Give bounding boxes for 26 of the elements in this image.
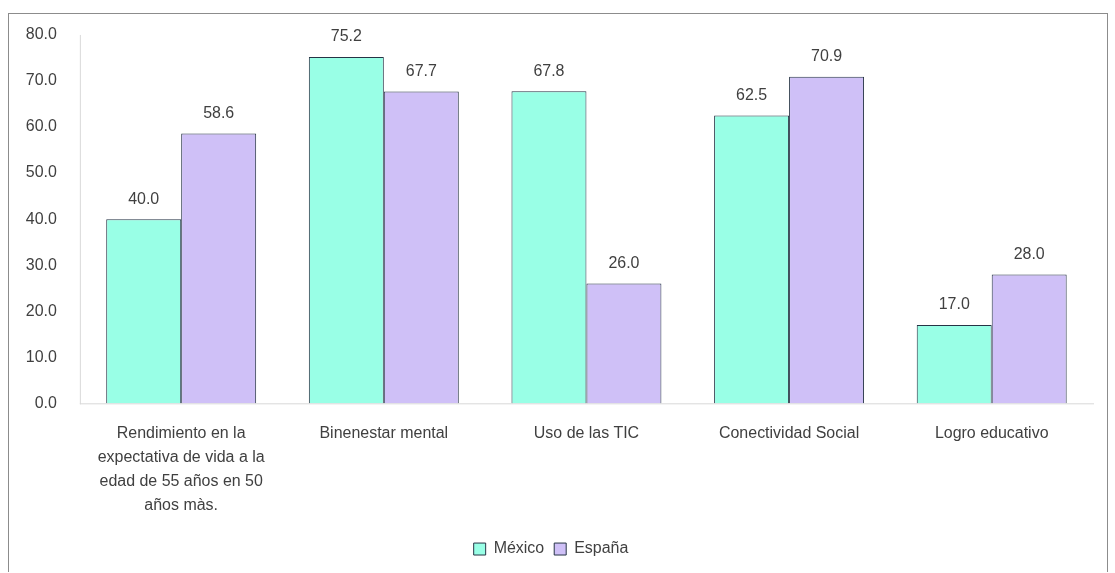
data-label: 58.6 bbox=[203, 103, 235, 121]
data-label: 67.7 bbox=[405, 62, 437, 80]
y-tick-label: 30.0 bbox=[25, 255, 58, 273]
y-tick-label: 0.0 bbox=[34, 393, 58, 411]
x-tick-label: Binenestar mental bbox=[319, 423, 449, 441]
x-tick-label: Uso de las TIC bbox=[533, 423, 640, 441]
x-tick-label: Conectividad Social bbox=[718, 423, 860, 441]
x-tick-label: Rendimiento en la expectativa de vida a la edad de 55 años en 50 años màs. bbox=[97, 423, 265, 513]
y-tick-label: 10.0 bbox=[25, 347, 58, 365]
data-label: 28.0 bbox=[1013, 244, 1045, 262]
data-label: 67.8 bbox=[533, 61, 565, 79]
y-tick-label: 80.0 bbox=[25, 25, 58, 43]
data-label: 26.0 bbox=[608, 254, 640, 272]
data-label: 17.0 bbox=[938, 295, 970, 313]
data-label: 70.9 bbox=[811, 47, 843, 65]
legend-label: México bbox=[493, 539, 545, 557]
y-tick-label: 70.0 bbox=[25, 71, 58, 89]
x-tick-label: Logro educativo bbox=[934, 423, 1049, 441]
y-tick-label: 50.0 bbox=[25, 163, 58, 181]
data-label: 75.2 bbox=[330, 27, 362, 45]
legend-label: España bbox=[574, 539, 629, 557]
y-tick-label: 40.0 bbox=[25, 209, 58, 227]
y-tick-label: 60.0 bbox=[25, 117, 58, 135]
data-label: 40.0 bbox=[128, 189, 160, 207]
data-label: 62.5 bbox=[736, 85, 768, 103]
y-tick-label: 20.0 bbox=[25, 301, 58, 319]
